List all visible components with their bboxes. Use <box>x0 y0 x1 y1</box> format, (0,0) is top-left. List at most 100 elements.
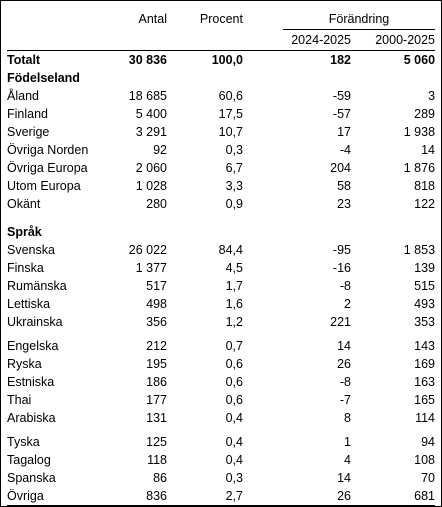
row-procent: 0,4 <box>225 411 243 425</box>
row-antal: 3 291 <box>135 125 167 139</box>
row-antal: 195 <box>146 357 167 371</box>
row-procent: 3,3 <box>225 179 243 193</box>
row-antal: 86 <box>153 471 167 485</box>
row-change-2024-2025: 2 <box>344 297 351 311</box>
row-procent: 60,6 <box>218 89 243 103</box>
row-change-2024-2025: 14 <box>337 471 351 485</box>
row-antal: 125 <box>146 435 167 449</box>
row-procent: 6,7 <box>225 161 243 175</box>
row-change-2000-2025: 1 853 <box>403 243 436 257</box>
section-title: Språk <box>7 225 42 239</box>
row-label: Thai <box>7 393 32 407</box>
row-procent: 0,6 <box>225 375 243 389</box>
table-row: Tyska 125 0,4 1 94 <box>7 433 435 451</box>
row-antal: 177 <box>146 393 167 407</box>
row-change-2000-2025: 122 <box>414 197 436 211</box>
section-header-row: Födelseland <box>7 69 435 87</box>
row-antal: 5 400 <box>135 107 167 121</box>
table-row: Okänt 280 0,9 23 122 <box>7 195 435 213</box>
population-table: Antal Procent Förändring 2024-2025 2000-… <box>7 9 436 506</box>
row-change-2000-2025: 515 <box>414 279 436 293</box>
row-label: Engelska <box>7 339 59 353</box>
table-row: Sverige 3 291 10,7 17 1 938 <box>7 123 435 141</box>
row-procent: 0,7 <box>225 339 243 353</box>
row-label: Estniska <box>7 375 55 389</box>
header-period-2024-2025: 2024-2025 <box>283 29 351 51</box>
table-row: Thai 177 0,6 -7 165 <box>7 391 435 409</box>
row-procent: 0,3 <box>225 471 243 485</box>
row-antal: 1 028 <box>135 179 167 193</box>
row-change-2024-2025: 26 <box>283 487 351 506</box>
table-row: Åland 18 685 60,6 -59 3 <box>7 87 435 105</box>
section-title: Födelseland <box>7 71 80 85</box>
row-change-2024-2025: 1 <box>344 435 351 449</box>
table-row: Spanska 86 0,3 14 70 <box>7 469 435 487</box>
row-label: Åland <box>7 89 39 103</box>
total-label: Totalt <box>7 53 41 67</box>
row-procent: 2,7 <box>167 487 243 506</box>
row-change-2024-2025: 8 <box>344 411 351 425</box>
row-change-2000-2025: 163 <box>414 375 436 389</box>
row-change-2024-2025: 14 <box>337 339 351 353</box>
table-row: Övriga Norden 92 0,3 -4 14 <box>7 141 435 159</box>
row-change-2000-2025: 818 <box>414 179 436 193</box>
header-forandring: Förändring <box>283 9 436 30</box>
row-change-2000-2025: 70 <box>421 471 436 485</box>
row-change-2024-2025: 4 <box>344 453 351 467</box>
row-label: Finland <box>7 107 48 121</box>
table-row: Lettiska 498 1,6 2 493 <box>7 295 435 313</box>
row-antal: 18 685 <box>128 89 167 103</box>
row-label: Spanska <box>7 471 56 485</box>
row-change-2000-2025: 1 876 <box>403 161 436 175</box>
row-change-2000-2025: 114 <box>415 411 436 425</box>
row-procent: 0,3 <box>225 143 243 157</box>
row-change-2000-2025: 681 <box>351 487 436 506</box>
table-row: Svenska 26 022 84,4 -95 1 853 <box>7 241 435 259</box>
row-change-2000-2025: 165 <box>414 393 436 407</box>
table-row: Rumänska 517 1,7 -8 515 <box>7 277 435 295</box>
header-period-2000-2025: 2000-2025 <box>351 29 436 51</box>
table-row: Estniska 186 0,6 -8 163 <box>7 373 435 391</box>
row-procent: 0,9 <box>225 197 243 211</box>
row-change-2024-2025: -95 <box>332 243 351 257</box>
row-change-2000-2025: 169 <box>414 357 436 371</box>
row-procent: 1,7 <box>225 279 243 293</box>
table-row: Engelska 212 0,7 14 143 <box>7 337 435 355</box>
header-spacer <box>243 9 283 30</box>
total-change-2000-2025: 5 060 <box>403 53 436 67</box>
row-label: Övriga Europa <box>7 161 88 175</box>
row-change-2024-2025: 23 <box>337 197 351 211</box>
row-procent: 10,7 <box>218 125 243 139</box>
section-header-row: Språk <box>7 223 435 241</box>
row-change-2000-2025: 143 <box>414 339 436 353</box>
row-antal: 356 <box>146 315 167 329</box>
header-procent: Procent <box>199 12 243 27</box>
row-antal: 92 <box>153 143 167 157</box>
row-label: Arabiska <box>7 411 56 425</box>
row-change-2024-2025: -7 <box>339 393 351 407</box>
table-row: Övriga Europa 2 060 6,7 204 1 876 <box>7 159 435 177</box>
table-row: Ukrainska 356 1,2 221 353 <box>7 313 435 331</box>
row-antal: 498 <box>146 297 167 311</box>
row-label: Sverige <box>7 125 50 139</box>
header-antal: Antal <box>138 12 168 27</box>
row-change-2024-2025: -59 <box>332 89 351 103</box>
total-row: Totalt 30 836 100,0 182 5 060 <box>7 51 435 70</box>
row-change-2000-2025: 353 <box>414 315 436 329</box>
row-procent: 0,4 <box>225 453 243 467</box>
header-row-2: 2024-2025 2000-2025 <box>7 29 436 51</box>
row-change-2024-2025: -4 <box>339 143 351 157</box>
table-row: Finland 5 400 17,5 -57 289 <box>7 105 435 123</box>
row-change-2024-2025: -57 <box>332 107 351 121</box>
total-procent: 100,0 <box>211 53 243 67</box>
row-change-2000-2025: 14 <box>421 143 436 157</box>
section-gap <box>7 213 435 223</box>
row-label: Utom Europa <box>7 179 81 193</box>
row-change-2024-2025: 221 <box>330 315 351 329</box>
row-label: Ukrainska <box>7 315 63 329</box>
row-label: Lettiska <box>7 297 51 311</box>
row-procent: 0,6 <box>225 393 243 407</box>
row-label: Finska <box>7 261 44 275</box>
row-change-2024-2025: -8 <box>339 375 351 389</box>
row-label: Rumänska <box>7 279 67 293</box>
